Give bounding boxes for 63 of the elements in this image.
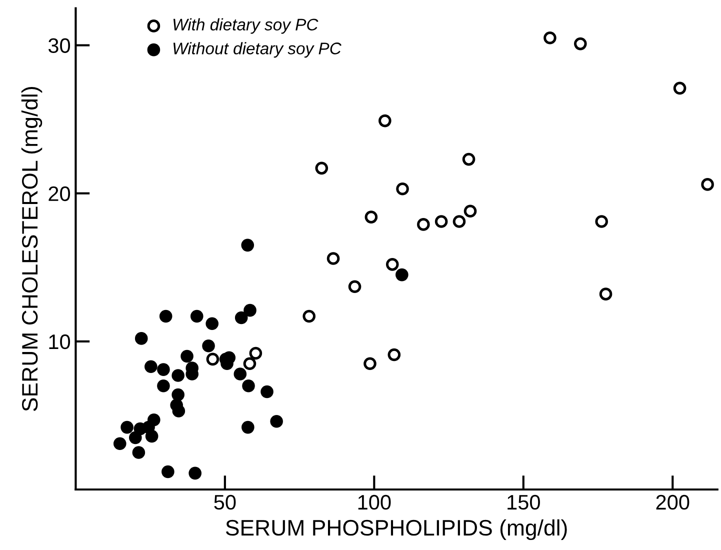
point [544,31,556,44]
point [388,348,401,362]
point [128,431,142,444]
point [315,162,328,175]
point [202,339,215,352]
point [599,288,612,300]
point [157,363,170,376]
point [595,215,608,228]
point [242,420,254,434]
point [206,317,218,330]
point [113,437,126,450]
x-tick-label: 200 [656,494,690,510]
point [386,258,399,271]
point [172,404,186,418]
point [574,37,587,50]
point [144,360,158,373]
point [673,82,686,95]
point [452,215,466,228]
point [464,204,477,218]
point [434,215,448,228]
point [396,268,408,282]
point [244,304,256,317]
point [172,369,184,382]
point [260,385,274,398]
x-tick-label: 50 [214,494,236,510]
point [348,280,362,294]
y-tick-label: 10 [49,334,70,350]
x-axis-title: SERUM PHOSPHOLIPIDS (mg/dl) [226,519,567,540]
point [188,466,202,480]
point [157,379,170,392]
point [190,310,204,323]
point [206,352,220,366]
point [326,252,340,265]
point [241,238,254,252]
point [462,152,476,166]
point [234,311,248,324]
point [701,178,714,191]
point [234,368,247,380]
point [159,310,172,323]
y-tick-label: 20 [48,186,70,202]
point [364,210,378,224]
point [270,414,283,428]
legend-label: With dietary soy PC [173,18,318,34]
point [243,357,256,370]
y-tick-label: 30 [48,38,70,54]
x-tick-label: 100 [358,494,391,510]
y-axis-title: SERUM CHOLESTEROL (mg/dl) [21,87,42,412]
point [417,218,430,231]
point [132,446,146,459]
point [134,332,148,345]
point [120,420,134,434]
point [145,430,158,443]
point [242,379,255,392]
point [249,346,262,360]
legend-label: Without dietary soy PC [173,42,342,58]
point [172,388,184,402]
point [162,465,174,478]
point [180,350,194,363]
point [302,310,316,323]
x-tick-label: 150 [508,494,540,510]
point [396,182,409,196]
point [364,357,376,370]
point [378,114,392,128]
